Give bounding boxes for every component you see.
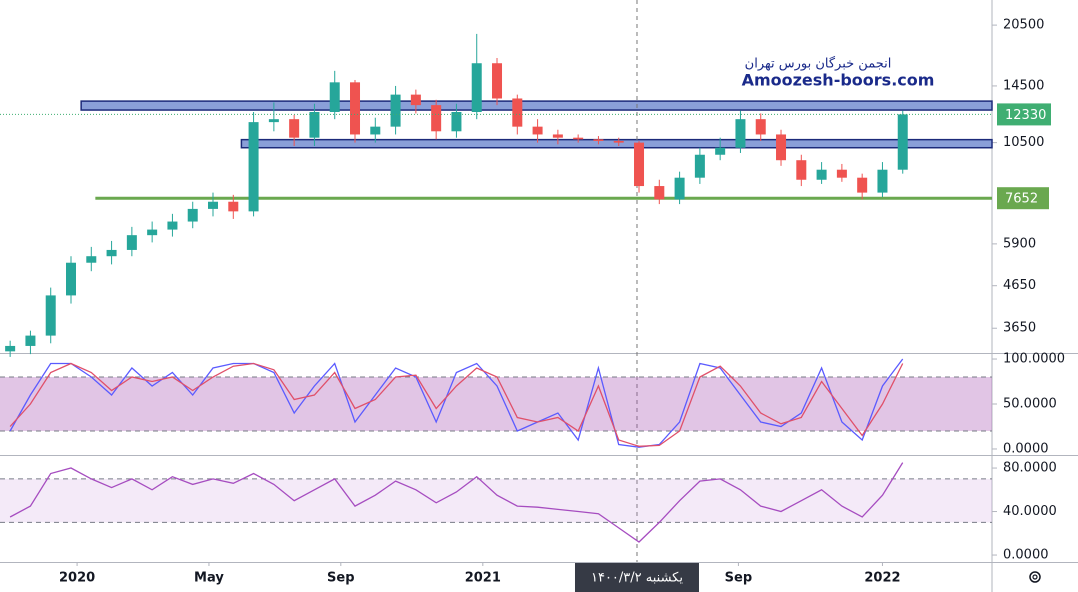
y-tick-label: 4650 <box>1003 278 1036 293</box>
candle-body <box>755 119 766 135</box>
candle-body <box>410 94 421 106</box>
candle-body <box>735 119 746 148</box>
candle-body <box>674 177 685 200</box>
candle-body <box>66 262 77 296</box>
candle-body <box>248 122 259 212</box>
candle-body <box>715 147 726 155</box>
y-tick-label: 80.0000 <box>1003 461 1057 476</box>
y-tick-label: 0.0000 <box>1003 441 1049 456</box>
candle-body <box>776 134 787 161</box>
candle-body <box>268 119 279 123</box>
y-tick-label: 3650 <box>1003 321 1036 336</box>
indicator-line <box>9 362 904 447</box>
x-tick-label: Sep <box>725 571 753 586</box>
x-tick-label: 2022 <box>864 571 900 586</box>
y-tick-label: 14500 <box>1003 78 1044 93</box>
candle-body <box>471 63 482 113</box>
candle-body <box>552 134 563 138</box>
candle-body <box>86 256 97 263</box>
crosshair-tag <box>574 563 699 592</box>
x-tick-label: 2020 <box>59 571 95 586</box>
candle-body <box>147 229 158 236</box>
candle-body <box>208 201 219 209</box>
band-fill <box>0 478 992 523</box>
candle-body <box>836 169 847 178</box>
candle-body <box>126 235 137 250</box>
x-tick-label: Sep <box>327 571 355 586</box>
candle-body <box>816 169 827 180</box>
y-tick-label: 0.0000 <box>1003 548 1049 563</box>
band-fill <box>0 377 992 431</box>
candle-body <box>512 98 523 127</box>
support-tag <box>997 187 1049 210</box>
candle-body <box>187 208 198 222</box>
x-tick-label: 2021 <box>465 571 501 586</box>
candle-body <box>857 177 868 193</box>
crosshair-label: یکشنبه ۱۴۰۰/۳/۲ <box>591 571 683 586</box>
candle-body <box>492 63 503 99</box>
candle-body <box>167 221 178 230</box>
resistance-zone <box>80 100 993 111</box>
y-tick-label: 5900 <box>1003 236 1036 251</box>
y-tick-label: 100.0000 <box>1003 352 1065 367</box>
watermark-url: Amoozesh-boors.com <box>742 71 935 90</box>
candle-body <box>532 126 543 135</box>
candle-body <box>329 82 340 113</box>
y-tick-label: 40.0000 <box>1003 504 1057 519</box>
last-price-label: 12330 <box>1005 108 1046 123</box>
candle-body <box>593 139 604 141</box>
candle-body <box>573 137 584 140</box>
candle-body <box>877 169 888 193</box>
candle-body <box>613 140 624 143</box>
resistance-zone <box>240 138 993 149</box>
candle-body <box>350 82 361 135</box>
support-label: 7652 <box>1005 192 1038 207</box>
y-tick-label: 50.0000 <box>1003 397 1057 412</box>
y-tick-label: 10500 <box>1003 135 1044 150</box>
candle-body <box>309 112 320 138</box>
candle-body <box>106 249 117 257</box>
indicator-line <box>9 462 904 543</box>
candle-body <box>25 335 36 346</box>
settings-icon[interactable] <box>1029 571 1041 583</box>
candle-body <box>634 142 645 187</box>
candle-body <box>390 94 401 127</box>
candle-body <box>796 160 807 180</box>
candle-body <box>451 112 462 132</box>
watermark-title: انجمن خبرگان بورس تهران <box>745 56 892 72</box>
x-tick-label: May <box>194 571 224 586</box>
candle-body <box>289 119 300 138</box>
candle-body <box>654 186 665 200</box>
candle-body <box>897 114 908 170</box>
candle-body <box>5 345 16 352</box>
candle-body <box>370 126 381 135</box>
indicator-line <box>9 358 904 448</box>
candle-body <box>431 105 442 132</box>
candle-body <box>45 295 56 336</box>
last-price-tag <box>997 103 1051 126</box>
candle-body <box>228 201 239 212</box>
y-tick-label: 20500 <box>1003 18 1044 33</box>
candle-body <box>694 154 705 178</box>
